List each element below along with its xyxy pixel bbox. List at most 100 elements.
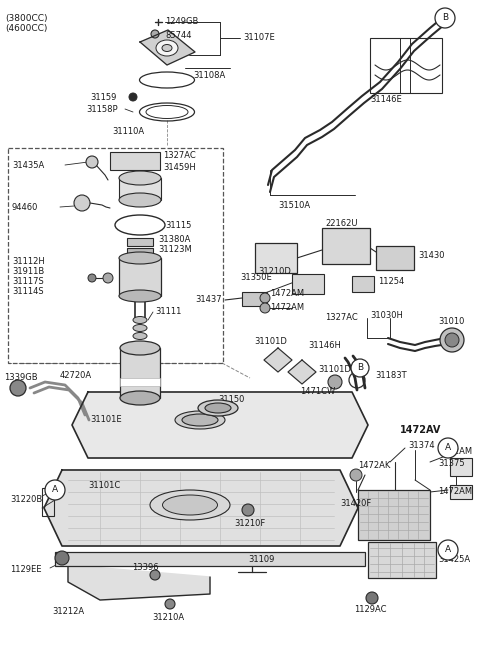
Circle shape bbox=[45, 480, 65, 500]
Text: 31115: 31115 bbox=[165, 221, 192, 229]
Bar bbox=[119, 178, 161, 200]
Bar bbox=[450, 485, 472, 499]
Circle shape bbox=[165, 599, 175, 609]
Polygon shape bbox=[264, 348, 292, 372]
Text: 31430: 31430 bbox=[418, 250, 444, 260]
Text: A: A bbox=[52, 486, 58, 495]
Text: 31380A: 31380A bbox=[158, 235, 191, 244]
Text: 1472AK: 1472AK bbox=[358, 461, 390, 470]
Circle shape bbox=[103, 273, 113, 283]
Bar bbox=[358, 490, 430, 540]
Ellipse shape bbox=[156, 40, 178, 56]
Polygon shape bbox=[68, 565, 210, 600]
Text: 1471CW: 1471CW bbox=[300, 388, 335, 397]
Circle shape bbox=[438, 540, 458, 560]
Text: 31210F: 31210F bbox=[234, 518, 265, 528]
Text: (4600CC): (4600CC) bbox=[5, 24, 48, 32]
Circle shape bbox=[10, 380, 26, 396]
Bar bbox=[55, 552, 365, 566]
Text: 31911B: 31911B bbox=[12, 267, 44, 277]
Text: 31459H: 31459H bbox=[163, 164, 196, 173]
Text: 1339GB: 1339GB bbox=[4, 373, 37, 382]
Text: 1472AM: 1472AM bbox=[270, 290, 304, 298]
Text: 31109: 31109 bbox=[248, 556, 275, 564]
Bar bbox=[42, 488, 54, 516]
Text: 31101E: 31101E bbox=[90, 415, 121, 424]
Text: 1472AV: 1472AV bbox=[400, 425, 442, 435]
Bar bbox=[119, 258, 161, 296]
Circle shape bbox=[86, 156, 98, 168]
Text: B: B bbox=[442, 14, 448, 22]
Text: 1472AM: 1472AM bbox=[270, 304, 304, 313]
Polygon shape bbox=[44, 470, 358, 546]
Ellipse shape bbox=[198, 400, 238, 416]
Bar bbox=[255, 243, 297, 273]
Ellipse shape bbox=[182, 414, 218, 426]
Text: 11254: 11254 bbox=[378, 277, 404, 286]
Text: 31146H: 31146H bbox=[308, 340, 341, 350]
Ellipse shape bbox=[119, 171, 161, 185]
Text: 31110A: 31110A bbox=[112, 127, 144, 137]
Text: 31010: 31010 bbox=[438, 317, 464, 327]
Ellipse shape bbox=[163, 495, 217, 515]
Ellipse shape bbox=[205, 403, 231, 413]
Circle shape bbox=[440, 328, 464, 352]
Text: (3800CC): (3800CC) bbox=[5, 14, 48, 22]
Text: 1249GB: 1249GB bbox=[165, 18, 198, 26]
Circle shape bbox=[350, 469, 362, 481]
Text: 1129AC: 1129AC bbox=[354, 606, 386, 614]
Text: A: A bbox=[445, 545, 451, 555]
Text: 31210A: 31210A bbox=[152, 614, 184, 622]
Text: 31101C: 31101C bbox=[88, 482, 120, 491]
Text: 31210D: 31210D bbox=[258, 267, 291, 277]
Bar bbox=[8, 148, 223, 363]
Text: 22162U: 22162U bbox=[325, 219, 358, 227]
Circle shape bbox=[366, 592, 378, 604]
Circle shape bbox=[74, 195, 90, 211]
Text: 31350E: 31350E bbox=[240, 273, 272, 283]
Text: 31111: 31111 bbox=[155, 307, 181, 317]
Bar bbox=[370, 38, 442, 93]
Text: 31117S: 31117S bbox=[12, 277, 44, 286]
Circle shape bbox=[260, 293, 270, 303]
Ellipse shape bbox=[120, 341, 160, 355]
Bar bbox=[450, 458, 472, 476]
Text: 31437: 31437 bbox=[195, 296, 222, 304]
Text: 31183T: 31183T bbox=[375, 371, 407, 380]
Text: 31159: 31159 bbox=[90, 93, 116, 101]
Text: 31425A: 31425A bbox=[438, 556, 470, 564]
Ellipse shape bbox=[162, 45, 172, 51]
Bar bbox=[292, 274, 324, 294]
Circle shape bbox=[260, 303, 270, 313]
Bar bbox=[376, 246, 414, 270]
Text: 1327AC: 1327AC bbox=[163, 150, 196, 160]
Text: 13396: 13396 bbox=[132, 564, 158, 572]
Polygon shape bbox=[140, 30, 195, 65]
Text: 31150: 31150 bbox=[218, 396, 244, 405]
Text: 31114S: 31114S bbox=[12, 288, 44, 296]
Ellipse shape bbox=[175, 411, 225, 429]
Circle shape bbox=[151, 30, 159, 38]
Circle shape bbox=[351, 359, 369, 377]
Text: 31510A: 31510A bbox=[278, 200, 310, 210]
Text: 31220B: 31220B bbox=[10, 495, 42, 505]
Bar bbox=[120, 378, 160, 386]
Ellipse shape bbox=[119, 252, 161, 264]
Circle shape bbox=[242, 504, 254, 516]
Circle shape bbox=[88, 274, 96, 282]
Text: 31107E: 31107E bbox=[243, 34, 275, 43]
Circle shape bbox=[328, 375, 342, 389]
Text: 31212A: 31212A bbox=[52, 608, 84, 616]
Ellipse shape bbox=[150, 490, 230, 520]
Text: 1472AM: 1472AM bbox=[438, 487, 472, 497]
Ellipse shape bbox=[119, 193, 161, 207]
Bar bbox=[127, 248, 153, 256]
Circle shape bbox=[129, 93, 137, 101]
Bar bbox=[368, 542, 436, 578]
Ellipse shape bbox=[120, 391, 160, 405]
Text: 31101D: 31101D bbox=[254, 338, 287, 346]
Ellipse shape bbox=[133, 325, 147, 332]
Bar bbox=[120, 348, 160, 398]
Text: 31435A: 31435A bbox=[12, 160, 44, 170]
Text: 31146E: 31146E bbox=[370, 95, 402, 104]
